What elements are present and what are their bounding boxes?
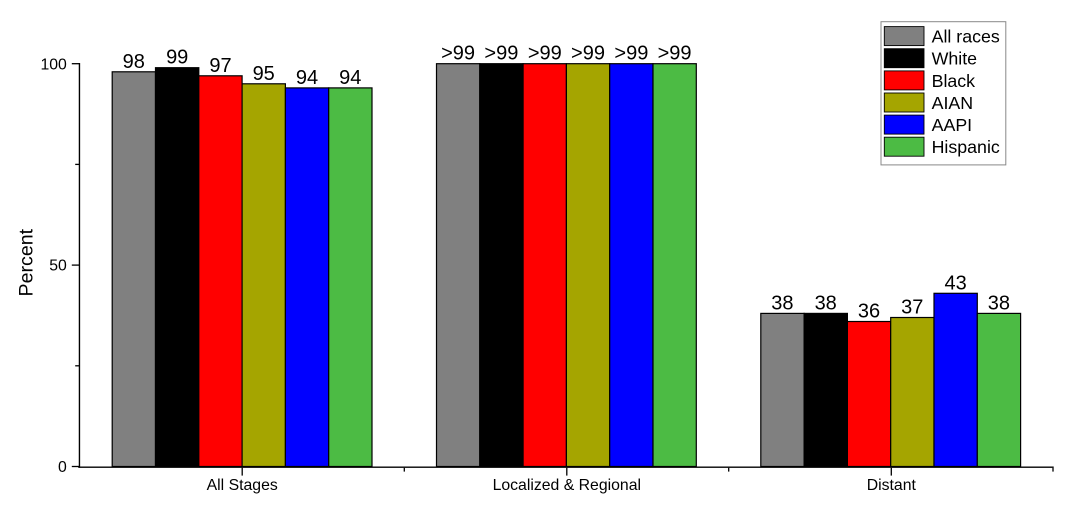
svg-text:94: 94 [339, 67, 361, 89]
svg-text:95: 95 [253, 63, 275, 85]
svg-text:0: 0 [58, 459, 67, 476]
svg-text:43: 43 [944, 272, 966, 294]
svg-text:Localized & Regional: Localized & Regional [493, 477, 641, 494]
svg-text:94: 94 [296, 67, 318, 89]
svg-text:>99: >99 [658, 43, 692, 65]
svg-text:>99: >99 [614, 43, 648, 65]
svg-text:37: 37 [901, 297, 923, 319]
svg-text:100: 100 [40, 56, 67, 73]
svg-text:>99: >99 [484, 43, 518, 65]
svg-text:38: 38 [988, 292, 1010, 314]
svg-text:38: 38 [815, 292, 837, 314]
svg-text:36: 36 [858, 301, 880, 323]
svg-text:>99: >99 [528, 43, 562, 65]
svg-text:99: 99 [166, 47, 188, 69]
svg-text:38: 38 [771, 292, 793, 314]
svg-text:Black: Black [932, 71, 976, 91]
svg-text:Hispanic: Hispanic [932, 137, 1000, 157]
svg-text:>99: >99 [571, 43, 605, 65]
svg-text:97: 97 [209, 55, 231, 77]
svg-text:AIAN: AIAN [932, 93, 974, 113]
svg-text:AAPI: AAPI [932, 115, 973, 135]
svg-text:All Stages: All Stages [207, 477, 278, 494]
svg-text:>99: >99 [441, 43, 475, 65]
svg-text:Distant: Distant [867, 477, 917, 494]
svg-text:50: 50 [49, 258, 67, 275]
svg-text:98: 98 [123, 51, 145, 73]
svg-text:All races: All races [932, 27, 1000, 47]
svg-text:Percent: Percent [16, 228, 38, 296]
svg-text:White: White [932, 49, 978, 69]
